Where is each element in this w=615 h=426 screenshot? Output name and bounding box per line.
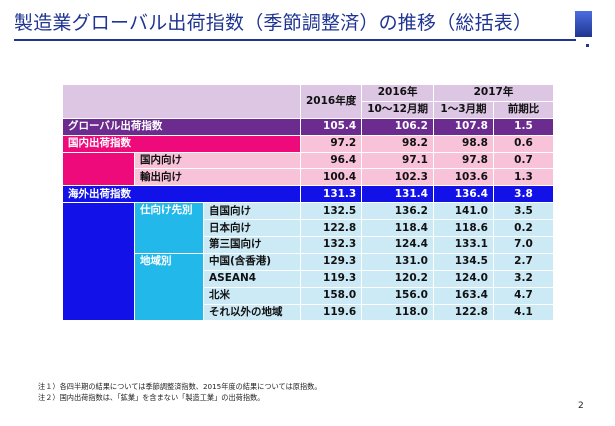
export-q4-2016: 102.3 bbox=[361, 168, 434, 187]
row-label-overseas: 海外出荷指数 bbox=[62, 185, 301, 204]
overseas-fy2016: 131.3 bbox=[299, 185, 363, 204]
row-overseas: 海外出荷指数 131.3 131.4 136.4 3.8 bbox=[62, 185, 554, 204]
row-label-asean4: ASEAN4 bbox=[203, 269, 301, 288]
china-q1-2017: 134.5 bbox=[432, 252, 494, 271]
row-export: 輸出向け 100.4 102.3 103.6 1.3 bbox=[63, 168, 554, 187]
row-domestic: 国内出荷指数 97.2 98.2 98.8 0.6 bbox=[62, 134, 554, 153]
page-title: 製造業グローバル出荷指数（季節調整済）の推移（総括表） bbox=[14, 12, 533, 34]
north-america-q1-2017: 163.4 bbox=[432, 286, 494, 305]
domestic-fy2016: 97.2 bbox=[299, 134, 363, 153]
asean4-q4-2016: 120.2 bbox=[361, 269, 434, 288]
group-label-by-region: 地域別 bbox=[134, 252, 204, 322]
third-country-fy2016: 132.3 bbox=[299, 236, 363, 254]
header-2016-fy: 2016年度 bbox=[299, 84, 363, 119]
china-q4-2016: 131.0 bbox=[361, 252, 434, 271]
other-regions-q1-2017: 122.8 bbox=[432, 303, 494, 322]
domestic-use-q1-2017: 97.8 bbox=[432, 151, 494, 170]
row-china: 地域別 中国(含香港) 129.3 131.0 134.5 2.7 bbox=[63, 252, 554, 322]
other-regions-qoq: 4.1 bbox=[492, 303, 554, 322]
asean4-fy2016: 119.3 bbox=[299, 269, 363, 288]
asean4-qoq: 3.2 bbox=[492, 269, 554, 288]
china-qoq: 2.7 bbox=[492, 252, 554, 271]
row-label-global: グローバル出荷指数 bbox=[62, 117, 301, 136]
global-q1-2017: 107.8 bbox=[432, 117, 494, 136]
global-qoq: 1.5 bbox=[492, 117, 554, 136]
title-underline bbox=[14, 39, 576, 41]
north-america-fy2016: 158.0 bbox=[299, 286, 363, 305]
to-japan-q1-2017: 118.6 bbox=[432, 219, 494, 238]
group-label-by-destination: 仕向け先別 bbox=[134, 202, 204, 254]
footnote-1: 注１）各四半期の結果については季節調整済指数、2015年度の結果については原指数… bbox=[38, 382, 322, 391]
domestic-q1-2017: 98.8 bbox=[432, 134, 494, 153]
own-country-q4-2016: 136.2 bbox=[361, 202, 434, 221]
row-label-own-country: 自国向け bbox=[203, 202, 301, 221]
header-q4-2016: 10～12月期 bbox=[361, 100, 434, 119]
china-fy2016: 129.3 bbox=[299, 252, 363, 271]
own-country-q1-2017: 141.0 bbox=[432, 202, 494, 221]
row-label-to-japan: 日本向け bbox=[203, 219, 301, 238]
row-label-domestic: 国内出荷指数 bbox=[62, 134, 301, 153]
domestic-side-bar bbox=[62, 151, 135, 187]
global-q4-2016: 106.2 bbox=[361, 117, 434, 136]
third-country-q1-2017: 133.1 bbox=[432, 236, 494, 254]
third-country-qoq: 7.0 bbox=[492, 236, 554, 254]
header-2016: 2016年 bbox=[361, 84, 434, 102]
global-fy2016: 105.4 bbox=[299, 117, 363, 136]
overseas-q1-2017: 136.4 bbox=[432, 185, 494, 204]
page-number: 2 bbox=[578, 401, 584, 411]
export-q1-2017: 103.6 bbox=[432, 168, 494, 187]
to-japan-q4-2016: 118.4 bbox=[361, 219, 434, 238]
corner-dot bbox=[586, 44, 589, 47]
domestic-qoq: 0.6 bbox=[492, 134, 554, 153]
header-row-1: 2016年度 2016年 2017年 bbox=[62, 84, 554, 119]
overseas-qoq: 3.8 bbox=[492, 185, 554, 204]
row-label-third-country: 第三国向け bbox=[203, 236, 301, 254]
shipment-index-table: 2016年度 2016年 2017年 10～12月期 1～3月期 前期比 グロー… bbox=[62, 84, 554, 322]
row-north-america: 北米 158.0 156.0 163.4 4.7 bbox=[63, 286, 554, 305]
asean4-q1-2017: 124.0 bbox=[432, 269, 494, 288]
domestic-q4-2016: 98.2 bbox=[361, 134, 434, 153]
header-row-2: 10～12月期 1～3月期 前期比 bbox=[63, 100, 554, 119]
other-regions-fy2016: 119.6 bbox=[299, 303, 363, 322]
row-asean4: ASEAN4 119.3 120.2 124.0 3.2 bbox=[63, 269, 554, 288]
overseas-side-bar bbox=[62, 202, 135, 322]
north-america-qoq: 4.7 bbox=[492, 286, 554, 305]
row-own-country: 仕向け先別 自国向け 132.5 136.2 141.0 3.5 bbox=[62, 202, 554, 322]
domestic-use-fy2016: 96.4 bbox=[299, 151, 363, 170]
header-q1-2017: 1～3月期 bbox=[432, 100, 494, 119]
header-blank bbox=[62, 84, 301, 119]
header-2017: 2017年 bbox=[432, 84, 554, 102]
own-country-fy2016: 132.5 bbox=[299, 202, 363, 221]
export-fy2016: 100.4 bbox=[299, 168, 363, 187]
footnote-2: 注２）国内出荷指数は、「鉱業」を含まない「製造工業」の出荷指数。 bbox=[38, 393, 265, 402]
row-third-country: 第三国向け 132.3 124.4 133.1 7.0 bbox=[63, 236, 554, 254]
export-qoq: 1.3 bbox=[492, 168, 554, 187]
header-qoq: 前期比 bbox=[492, 100, 554, 119]
row-label-domestic-use: 国内向け bbox=[134, 151, 301, 170]
row-other-regions: それ以外の地域 119.6 118.0 122.8 4.1 bbox=[63, 303, 554, 322]
corner-decoration bbox=[575, 11, 592, 37]
third-country-q4-2016: 124.4 bbox=[361, 236, 434, 254]
domestic-use-q4-2016: 97.1 bbox=[361, 151, 434, 170]
north-america-q4-2016: 156.0 bbox=[361, 286, 434, 305]
to-japan-fy2016: 122.8 bbox=[299, 219, 363, 238]
row-label-export: 輸出向け bbox=[134, 168, 301, 187]
row-global: グローバル出荷指数 105.4 106.2 107.8 1.5 bbox=[62, 117, 554, 136]
to-japan-qoq: 0.2 bbox=[492, 219, 554, 238]
own-country-qoq: 3.5 bbox=[492, 202, 554, 221]
row-label-other-regions: それ以外の地域 bbox=[203, 303, 301, 322]
row-domestic-use: 国内向け 96.4 97.1 97.8 0.7 bbox=[62, 151, 554, 187]
row-label-china: 中国(含香港) bbox=[203, 252, 301, 271]
other-regions-q4-2016: 118.0 bbox=[361, 303, 434, 322]
domestic-use-qoq: 0.7 bbox=[492, 151, 554, 170]
overseas-q4-2016: 131.4 bbox=[361, 185, 434, 204]
row-label-north-america: 北米 bbox=[203, 286, 301, 305]
